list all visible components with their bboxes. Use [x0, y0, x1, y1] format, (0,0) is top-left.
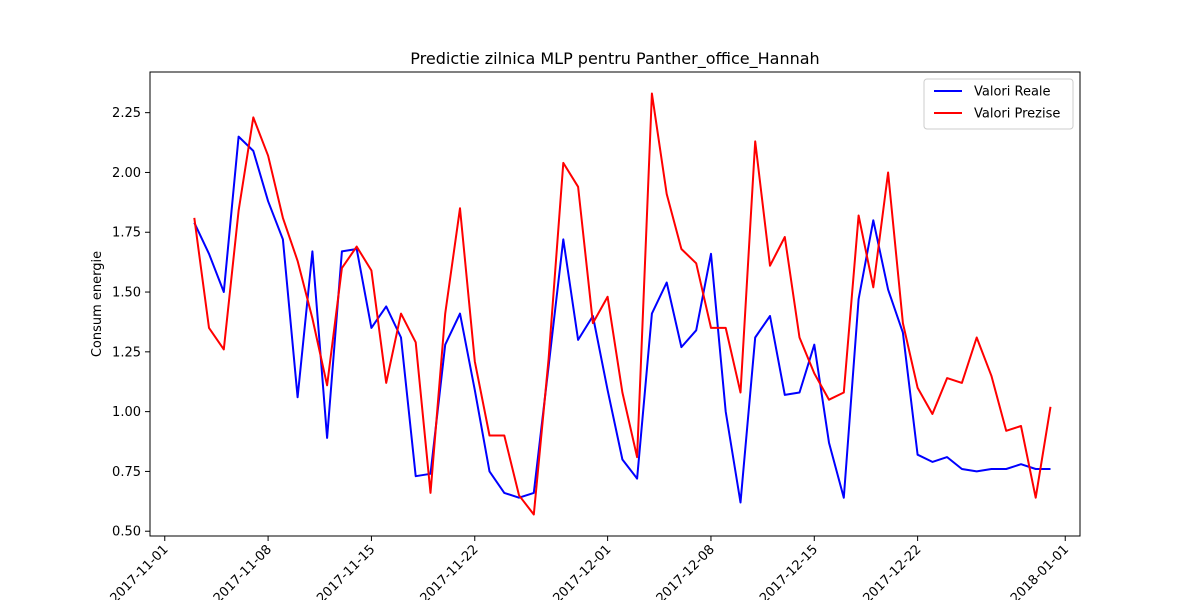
series-line-valori-prezise — [193, 92, 1052, 516]
legend-label: Valori Reale — [974, 85, 1051, 100]
legend-label: Valori Prezise — [974, 107, 1060, 122]
y-tick-label: 1.00 — [112, 405, 141, 420]
plot-frame — [149, 71, 1081, 537]
y-tick-label: 1.50 — [112, 286, 141, 301]
y-axis-label: Consum energie — [90, 251, 105, 357]
y-tick-label: 0.50 — [112, 525, 141, 540]
series-layer — [193, 92, 1052, 516]
y-axis: 0.50 0.75 1.00 1.25 1.50 1.75 2.00 2.25 — [112, 106, 150, 540]
legend: Valori Reale Valori Prezise — [923, 78, 1074, 130]
chart-title: Predictie zilnica MLP pentru Panther_off… — [410, 49, 819, 69]
y-tick-label: 0.75 — [112, 465, 141, 480]
y-tick-label: 1.75 — [112, 226, 141, 241]
y-tick-label: 2.25 — [112, 106, 141, 121]
y-tick-label: 2.00 — [112, 166, 141, 181]
y-tick-label: 1.25 — [112, 345, 141, 360]
